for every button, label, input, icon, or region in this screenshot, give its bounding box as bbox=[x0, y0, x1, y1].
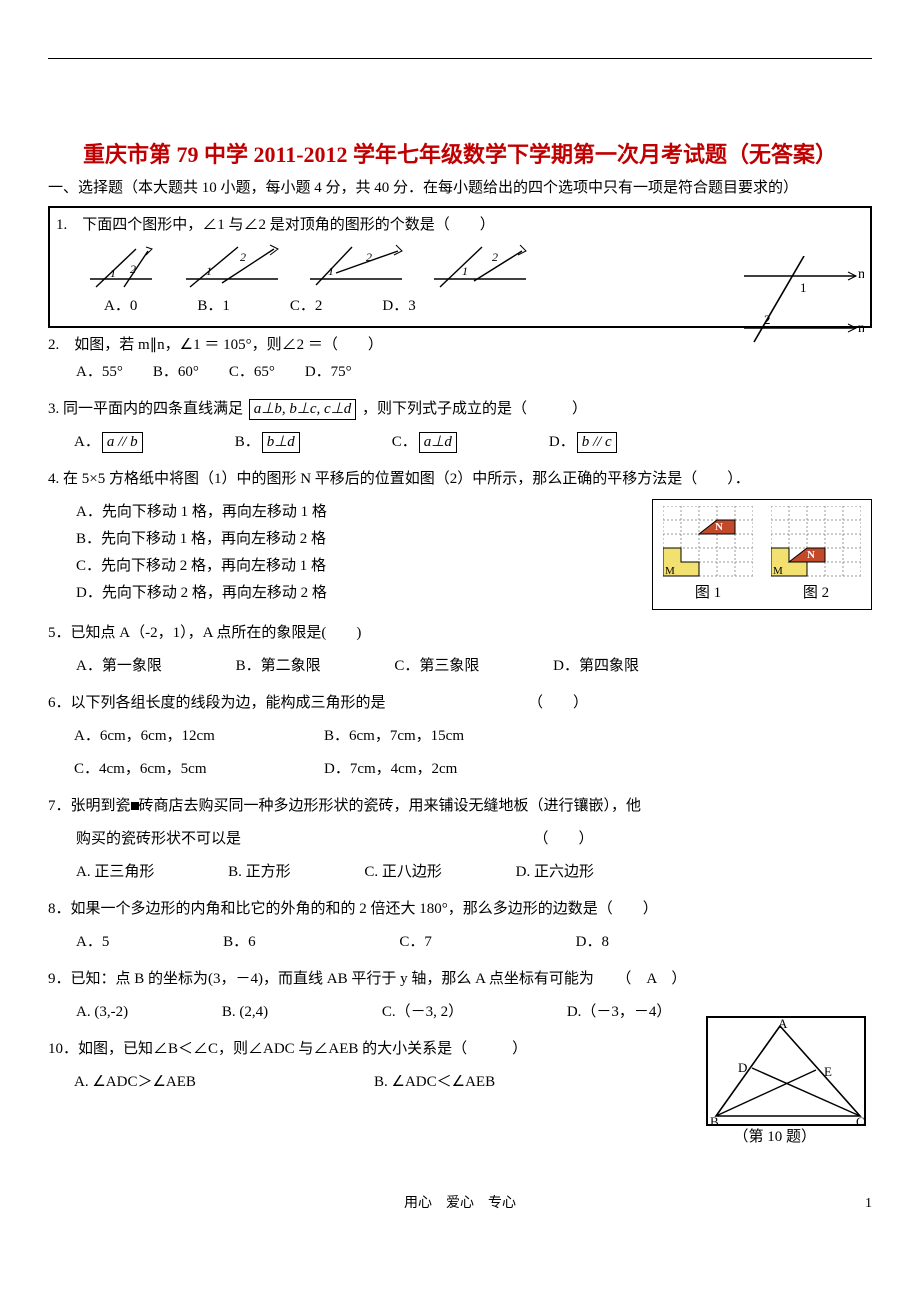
q8-opt-a: A．5 bbox=[76, 934, 109, 950]
q4-cap1: 图 1 bbox=[663, 580, 753, 607]
q1-number: 1. bbox=[56, 212, 82, 239]
q7-options: A. 正三角形 B. 正方形 C. 正八边形 D. 正六边形 bbox=[76, 859, 872, 886]
q5-opt-a: A．第一象限 bbox=[76, 658, 162, 674]
q6-opt-b: B．6cm，7cm，15cm bbox=[324, 723, 574, 750]
svg-text:2: 2 bbox=[130, 262, 136, 276]
q8-options: A．5 B．6 C．7 D．8 bbox=[76, 929, 872, 956]
q6-opt-d: D．7cm，4cm，2cm bbox=[324, 756, 574, 783]
q10-figure: A D E B C bbox=[706, 1016, 866, 1126]
svg-text:2: 2 bbox=[240, 250, 246, 264]
q1-fig-a: 1 2 bbox=[86, 243, 156, 291]
question-4-body: A．先向下移动 1 格，再向左移动 1 格 B．先向下移动 1 格，再向左移动 … bbox=[48, 499, 872, 610]
svg-text:n: n bbox=[858, 321, 864, 336]
svg-text:B: B bbox=[710, 1114, 719, 1128]
q4-grid-2: M N bbox=[771, 506, 861, 578]
footer-motto: 用心 爱心 专心 bbox=[404, 1196, 516, 1211]
svg-text:2: 2 bbox=[764, 312, 771, 327]
q7-opt-d: D. 正六边形 bbox=[516, 864, 594, 880]
q10-caption: （第 10 题） bbox=[48, 1124, 816, 1151]
svg-text:1: 1 bbox=[800, 280, 807, 295]
q1-fig-d: 1 2 bbox=[432, 243, 528, 291]
q8-opt-b: B．6 bbox=[223, 934, 256, 950]
q5-options: A．第一象限 B．第二象限 C．第三象限 D．第四象限 bbox=[76, 653, 872, 680]
q3-post: ，则下列式子成立的是（ ） bbox=[362, 401, 587, 417]
q6-opt-a: A．6cm，6cm，12cm bbox=[74, 723, 324, 750]
q3-opt-c: C．a⊥d bbox=[392, 429, 459, 456]
q7-opt-b: B. 正方形 bbox=[228, 864, 291, 880]
q4-figures: M N M N 图 1 图 2 bbox=[652, 499, 872, 610]
q4-opt-a: A．先向下移动 1 格，再向左移动 1 格 bbox=[76, 499, 642, 526]
q5-opt-c: C．第三象限 bbox=[394, 658, 479, 674]
q4-opt-b: B．先向下移动 1 格，再向左移动 2 格 bbox=[76, 526, 642, 553]
svg-text:N: N bbox=[807, 549, 815, 561]
q9-opt-b: B. (2,4) bbox=[222, 1004, 268, 1020]
q5-opt-b: B．第二象限 bbox=[236, 658, 321, 674]
svg-text:1: 1 bbox=[110, 266, 116, 280]
document-title: 重庆市第 79 中学 2011-2012 学年七年级数学下学期第一次月考试题（无… bbox=[48, 140, 872, 171]
q10-opt-a: A. ∠ADC＞∠AEB bbox=[74, 1069, 374, 1096]
q9-stem: 9．已知：点 B 的坐标为(3，－4)，而直线 AB 平行于 y 轴，那么 A … bbox=[48, 966, 872, 993]
q1-fig-c: 1 2 bbox=[308, 243, 404, 291]
svg-text:E: E bbox=[824, 1064, 832, 1079]
q1-stem: 下面四个图形中，∠1 与∠2 是对顶角的图形的个数是（ ） bbox=[82, 212, 495, 239]
svg-text:1: 1 bbox=[462, 264, 468, 278]
question-3: 3. 同一平面内的四条直线满足 a⊥b, b⊥c, c⊥d ，则下列式子成立的是… bbox=[48, 396, 872, 423]
svg-text:2: 2 bbox=[492, 250, 498, 264]
page-number: 1 bbox=[865, 1191, 872, 1216]
q4-grid-1: M N bbox=[663, 506, 753, 578]
q2-stem: 如图，若 m∥n，∠1 ＝ 105°，则∠2 ＝（ ） bbox=[74, 332, 383, 359]
q7-stem-line2: 购买的瓷砖形状不可以是 （ ） bbox=[76, 826, 872, 853]
q2-figure: m n 1 2 bbox=[744, 256, 864, 336]
svg-text:M: M bbox=[665, 565, 675, 577]
q2-options: A．55° B．60° C．65° D．75° bbox=[76, 359, 872, 386]
q6-options-1: A．6cm，6cm，12cm B．6cm，7cm，15cm bbox=[74, 723, 872, 750]
page-footer: 用心 爱心 专心 1 bbox=[48, 1191, 872, 1216]
q3-options: A．a // b B．b⊥d C．a⊥d D．b // c bbox=[74, 429, 872, 456]
q8-opt-d: D．8 bbox=[576, 934, 609, 950]
svg-text:2: 2 bbox=[366, 250, 372, 264]
q5-stem: 5．已知点 A（-2，1），A 点所在的象限是( ) bbox=[48, 620, 872, 647]
svg-text:1: 1 bbox=[206, 264, 212, 278]
q8-stem: 8．如果一个多边形的内角和比它的外角的和的 2 倍还大 180°，那么多边形的边… bbox=[48, 896, 872, 923]
q6-opt-c: C．4cm，6cm，5cm bbox=[74, 756, 324, 783]
broken-char-icon bbox=[131, 802, 139, 810]
q6-options-2: C．4cm，6cm，5cm D．7cm，4cm，2cm bbox=[74, 756, 872, 783]
svg-text:D: D bbox=[738, 1060, 747, 1075]
q1-opt-c: C．2 bbox=[290, 293, 323, 320]
q1-fig-b: 1 2 bbox=[184, 243, 280, 291]
q6-stem: 6．以下列各组长度的线段为边，能构成三角形的是 （ ） bbox=[48, 690, 872, 717]
svg-text:m: m bbox=[858, 267, 864, 282]
q9-opt-a: A. (3,-2) bbox=[76, 1004, 128, 1020]
q8-opt-c: C．7 bbox=[399, 934, 432, 950]
svg-text:A: A bbox=[778, 1018, 788, 1031]
q1-opt-d: D．3 bbox=[382, 293, 415, 320]
q4-opt-c: C．先向下移动 2 格，再向左移动 1 格 bbox=[76, 553, 642, 580]
q7-opt-a: A. 正三角形 bbox=[76, 864, 154, 880]
top-horizontal-rule bbox=[48, 58, 872, 59]
q3-cond-box: a⊥b, b⊥c, c⊥d bbox=[249, 399, 357, 421]
q3-pre: 3. 同一平面内的四条直线满足 bbox=[48, 401, 243, 417]
q4-cap2: 图 2 bbox=[771, 580, 861, 607]
q4-stem: 4. 在 5×5 方格纸中将图（1）中的图形 N 平移后的位置如图（2）中所示，… bbox=[48, 466, 872, 493]
q1-opt-a: A．0 bbox=[104, 293, 137, 320]
q9-opt-d: D.（－3，－4） bbox=[567, 1004, 672, 1020]
q3-opt-d: D．b // c bbox=[549, 429, 619, 456]
q5-opt-d: D．第四象限 bbox=[553, 658, 639, 674]
section-heading: 一、选择题（本大题共 10 小题，每小题 4 分，共 40 分．在每小题给出的四… bbox=[48, 175, 872, 202]
q9-opt-c: C.（－3, 2） bbox=[382, 1004, 463, 1020]
svg-text:1: 1 bbox=[328, 264, 334, 278]
q4-opt-d: D．先向下移动 2 格，再向左移动 2 格 bbox=[76, 580, 642, 607]
svg-text:M: M bbox=[773, 565, 783, 577]
q4-options: A．先向下移动 1 格，再向左移动 1 格 B．先向下移动 1 格，再向左移动 … bbox=[76, 499, 642, 607]
q10-opt-b: B. ∠ADC＜∠AEB bbox=[374, 1069, 495, 1096]
q1-opt-b: B．1 bbox=[197, 293, 230, 320]
svg-text:N: N bbox=[715, 521, 723, 533]
q7-stem-line1: 7．张明到瓷砖商店去购买同一种多边形形状的瓷砖，用来铺设无缝地板（进行镶嵌），他 bbox=[48, 793, 872, 820]
q3-opt-a: A．a // b bbox=[74, 429, 145, 456]
q7-opt-c: C. 正八边形 bbox=[364, 864, 442, 880]
svg-text:C: C bbox=[856, 1114, 865, 1128]
q3-opt-b: B．b⊥d bbox=[235, 429, 302, 456]
